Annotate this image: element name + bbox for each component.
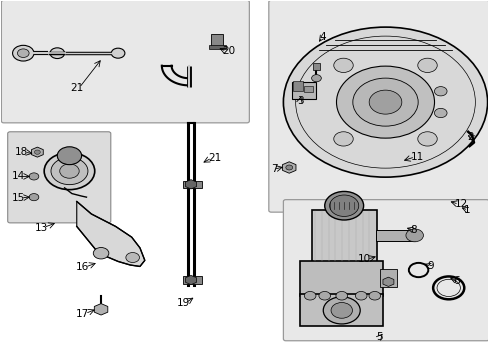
Bar — [183, 276, 202, 284]
Circle shape — [60, 164, 79, 178]
Text: 12: 12 — [454, 199, 468, 209]
Polygon shape — [31, 147, 43, 157]
Circle shape — [329, 195, 358, 216]
Bar — [300, 261, 382, 296]
Text: 14: 14 — [11, 171, 25, 181]
Circle shape — [336, 66, 434, 138]
Bar — [379, 269, 396, 287]
Circle shape — [352, 78, 417, 126]
Circle shape — [57, 147, 81, 165]
Circle shape — [335, 292, 347, 300]
Circle shape — [50, 48, 64, 59]
Circle shape — [318, 292, 330, 300]
Polygon shape — [94, 303, 107, 315]
Bar — [300, 294, 382, 327]
Circle shape — [333, 132, 352, 146]
Bar — [304, 86, 312, 93]
FancyBboxPatch shape — [1, 0, 249, 123]
FancyBboxPatch shape — [283, 200, 488, 341]
Text: 7: 7 — [270, 164, 277, 174]
Bar — [291, 82, 316, 99]
Circle shape — [29, 173, 39, 180]
Text: 19: 19 — [177, 297, 190, 307]
Circle shape — [368, 292, 380, 300]
Circle shape — [417, 132, 436, 146]
Bar — [208, 45, 225, 49]
Text: 13: 13 — [34, 222, 47, 233]
Text: 15: 15 — [11, 193, 25, 203]
Polygon shape — [185, 275, 196, 285]
Circle shape — [433, 87, 446, 96]
Circle shape — [324, 192, 363, 220]
Text: 8: 8 — [409, 225, 416, 235]
Text: 6: 6 — [452, 276, 459, 286]
Circle shape — [111, 48, 124, 58]
Circle shape — [13, 45, 34, 61]
Text: 5: 5 — [376, 332, 382, 342]
Text: 4: 4 — [318, 32, 325, 42]
Bar — [211, 34, 223, 47]
Circle shape — [34, 150, 40, 154]
Circle shape — [304, 292, 315, 300]
Text: 17: 17 — [76, 309, 89, 319]
Text: 9: 9 — [427, 261, 433, 271]
Text: 21: 21 — [207, 153, 221, 163]
Circle shape — [93, 248, 109, 259]
Circle shape — [433, 108, 446, 118]
Circle shape — [18, 49, 29, 58]
Circle shape — [283, 27, 487, 177]
Circle shape — [125, 252, 139, 262]
Bar — [292, 81, 302, 91]
Text: 1: 1 — [463, 205, 470, 215]
Bar — [183, 181, 202, 188]
Text: 18: 18 — [15, 147, 28, 157]
Circle shape — [285, 165, 292, 170]
Text: 20: 20 — [222, 46, 235, 57]
Circle shape — [405, 229, 423, 242]
Circle shape — [311, 75, 321, 82]
Circle shape — [333, 58, 352, 72]
Circle shape — [330, 302, 352, 318]
Text: 21: 21 — [70, 83, 83, 93]
Bar — [311, 210, 376, 262]
Text: 11: 11 — [410, 152, 424, 162]
Polygon shape — [77, 202, 144, 266]
Text: 3: 3 — [297, 96, 303, 106]
Bar — [375, 230, 414, 241]
Circle shape — [44, 153, 95, 190]
Text: 2: 2 — [466, 132, 473, 142]
FancyBboxPatch shape — [8, 132, 111, 223]
Circle shape — [51, 157, 88, 185]
Circle shape — [29, 194, 39, 201]
Circle shape — [323, 297, 360, 324]
Circle shape — [368, 90, 401, 114]
Circle shape — [417, 58, 436, 72]
Polygon shape — [282, 162, 295, 173]
Text: 10: 10 — [357, 254, 370, 264]
FancyBboxPatch shape — [268, 0, 488, 212]
Text: 16: 16 — [76, 262, 89, 272]
Polygon shape — [382, 277, 393, 287]
Circle shape — [355, 292, 366, 300]
Bar — [312, 63, 320, 70]
Polygon shape — [185, 180, 196, 189]
